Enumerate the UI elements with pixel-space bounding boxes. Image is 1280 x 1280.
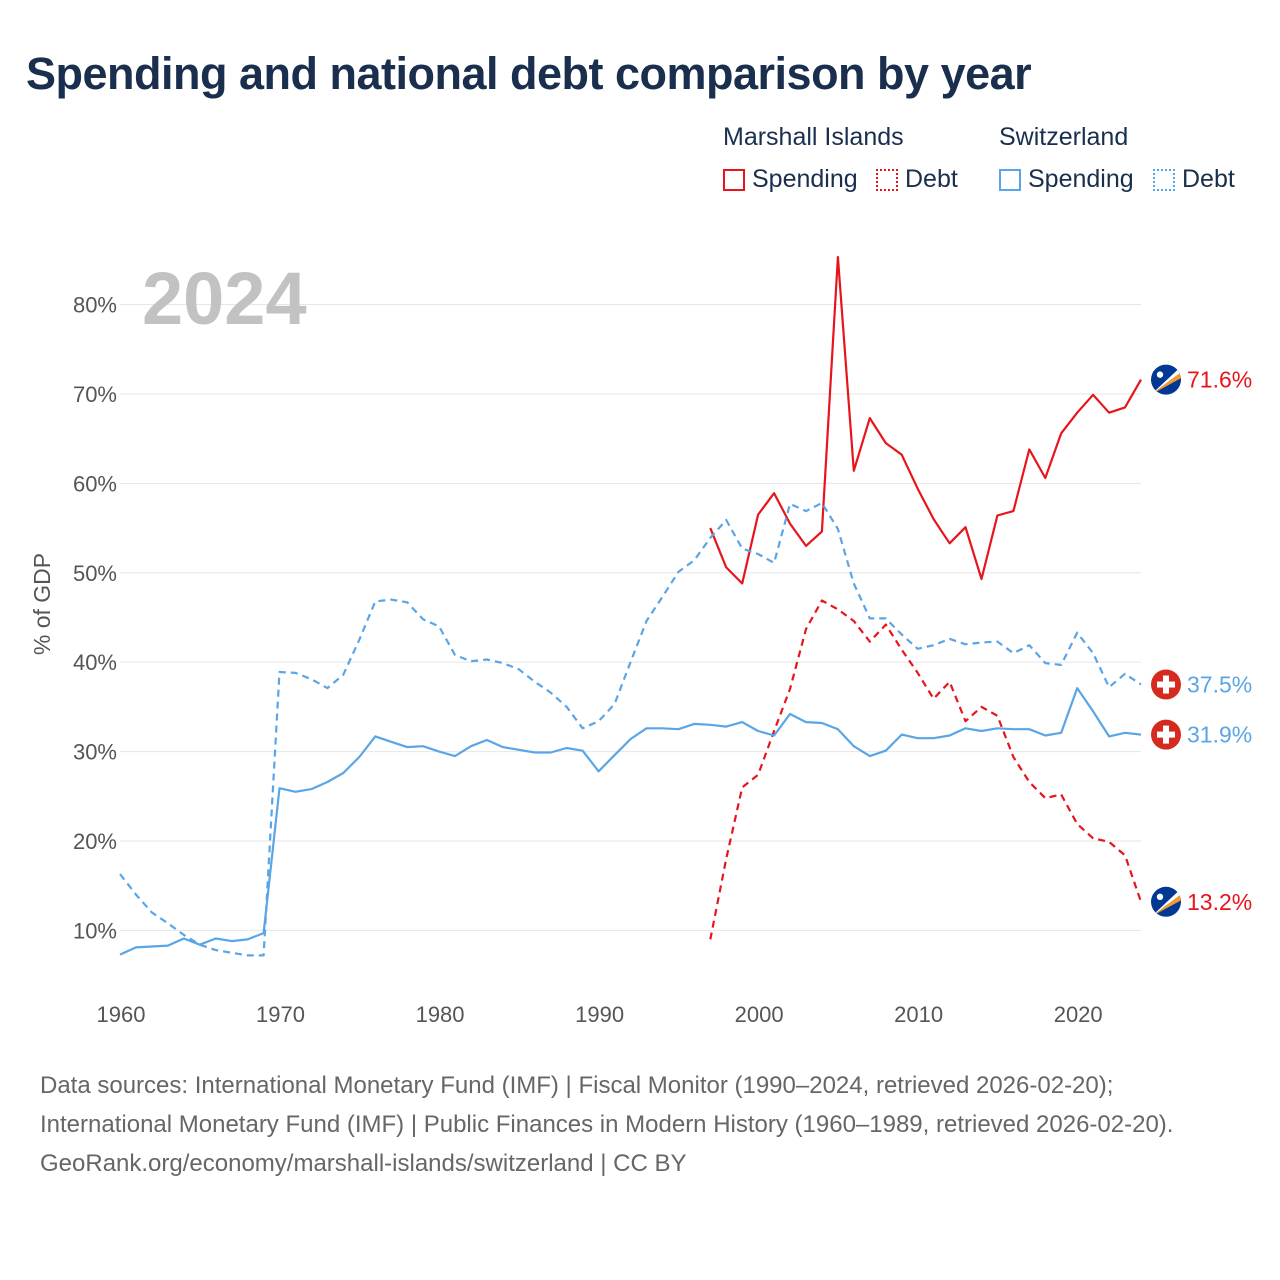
legend-item-marshall-islands-debt[interactable]: Debt bbox=[876, 165, 958, 194]
end-value-label-marshall-islands-debt: 13.2% bbox=[1187, 889, 1252, 915]
legend-label-spending: Spending bbox=[1028, 165, 1134, 193]
flag-stripe-white bbox=[1151, 365, 1181, 395]
legend-item-marshall-islands-spending[interactable]: Spending bbox=[723, 165, 858, 194]
end-value-label-switzerland-debt: 37.5% bbox=[1187, 672, 1252, 698]
chart-title: Spending and national debt comparison by… bbox=[26, 48, 1032, 99]
chart-area: 2024 % of GDP 10% 20% 30% 40% 50% 60% 70% 80% 19… bbox=[29, 256, 1252, 1027]
end-value-label-marshall-islands-spending: 71.6% bbox=[1187, 367, 1252, 393]
x-tick-label: 2020 bbox=[1054, 1002, 1103, 1027]
x-tick-label: 1970 bbox=[256, 1002, 305, 1027]
x-tick-label: 1980 bbox=[416, 1002, 465, 1027]
legend-group-switzerland: Switzerland Spending Debt bbox=[999, 123, 1259, 203]
y-tick-label: 30% bbox=[73, 740, 117, 765]
end-value-label-switzerland-spending: 31.9% bbox=[1187, 722, 1252, 748]
series-line-switzerland-spending bbox=[119, 687, 1142, 956]
switzerland-flag-icon bbox=[1151, 719, 1181, 750]
x-tick-label: 2000 bbox=[735, 1002, 784, 1027]
flag-stripe-orange bbox=[1151, 893, 1181, 917]
y-tick-label: 40% bbox=[73, 650, 117, 675]
flag-cross-horizontal bbox=[1157, 681, 1175, 688]
flag-stripes bbox=[1151, 887, 1181, 917]
x-tick-label: 2010 bbox=[894, 1002, 943, 1027]
year-watermark: 2024 bbox=[142, 257, 307, 340]
legend-item-switzerland-debt[interactable]: Debt bbox=[1153, 165, 1235, 194]
legend-title-marshall-islands: Marshall Islands bbox=[723, 123, 904, 151]
legend-swatch-solid bbox=[723, 168, 745, 191]
series-line-marshall-islands-spending bbox=[709, 256, 1142, 585]
marshall-islands-flag-icon bbox=[1151, 886, 1181, 917]
legend-group-marshall-islands: Marshall Islands Spending Debt bbox=[723, 123, 983, 203]
legend-item-switzerland-spending[interactable]: Spending bbox=[999, 165, 1134, 194]
y-axis-label: % of GDP bbox=[29, 553, 55, 655]
y-tick-label: 20% bbox=[73, 829, 117, 854]
marshall-islands-flag-icon bbox=[1151, 364, 1181, 395]
series-line-marshall-islands-debt bbox=[709, 599, 1143, 940]
y-tick-label: 10% bbox=[73, 918, 117, 943]
credit-link[interactable]: GeoRank.org/economy/marshall-islands/swi… bbox=[40, 1150, 687, 1177]
series-line-switzerland-debt bbox=[119, 501, 1142, 957]
legend-title-switzerland: Switzerland bbox=[999, 123, 1129, 151]
x-tick-label: 1990 bbox=[575, 1002, 624, 1027]
legend-label-debt: Debt bbox=[1182, 165, 1235, 193]
flag-cross-horizontal bbox=[1157, 731, 1175, 738]
x-tick-label: 1960 bbox=[97, 1002, 146, 1027]
flag-stripes bbox=[1151, 365, 1181, 395]
y-tick-label: 60% bbox=[73, 471, 117, 496]
flag-star bbox=[1156, 371, 1164, 378]
y-tick-label: 50% bbox=[73, 561, 117, 586]
data-sources: Data sources: International Monetary Fun… bbox=[40, 1072, 1174, 1138]
flag-stripe-white bbox=[1151, 887, 1181, 917]
flag-star bbox=[1156, 893, 1164, 900]
switzerland-flag-icon bbox=[1151, 669, 1181, 700]
footer: Data sources: International Monetary Fun… bbox=[40, 1066, 1240, 1183]
legend-label-spending: Spending bbox=[752, 165, 858, 193]
legend-label-debt: Debt bbox=[905, 165, 958, 193]
flag-stripe-orange bbox=[1151, 371, 1181, 395]
legend-swatch-dotted bbox=[1153, 168, 1175, 191]
legend-swatch-solid bbox=[999, 168, 1021, 191]
legend-swatch-dotted bbox=[876, 168, 898, 191]
y-tick-label: 70% bbox=[73, 382, 117, 407]
y-tick-label: 80% bbox=[73, 293, 117, 318]
